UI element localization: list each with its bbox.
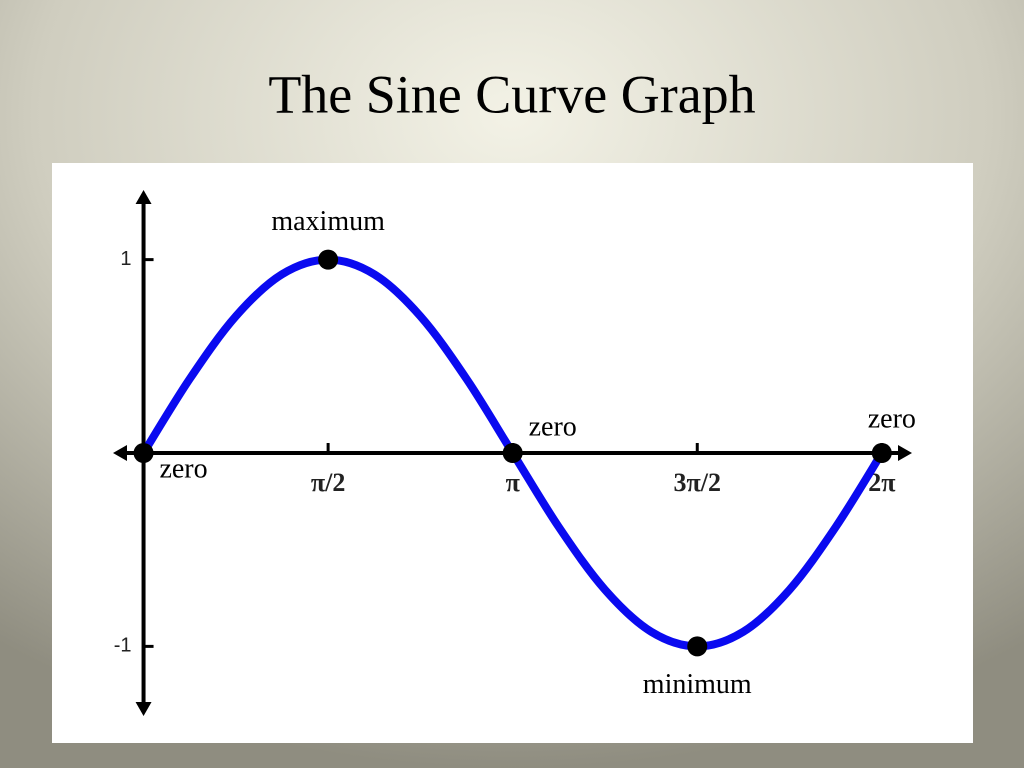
axis-arrow xyxy=(135,702,152,716)
axis-arrow xyxy=(898,445,912,461)
point-annotation: maximum xyxy=(271,206,385,237)
key-point xyxy=(133,443,154,463)
y-tick-label: -1 xyxy=(114,635,132,657)
point-annotation: zero xyxy=(159,453,207,484)
key-point xyxy=(502,443,523,463)
point-annotation: zero xyxy=(529,411,577,442)
axis-arrow xyxy=(135,190,152,204)
y-tick-label: 1 xyxy=(120,248,131,270)
slide-title: The Sine Curve Graph xyxy=(268,64,755,124)
point-annotation: minimum xyxy=(643,669,752,700)
key-point xyxy=(871,443,892,463)
axis-arrow xyxy=(113,445,127,461)
point-annotation: zero xyxy=(868,403,916,434)
x-tick-label: 3π/2 xyxy=(674,468,721,497)
key-point xyxy=(687,636,708,657)
x-tick-label: π xyxy=(506,468,520,497)
key-point xyxy=(318,249,339,270)
x-tick-label: π/2 xyxy=(311,468,345,497)
